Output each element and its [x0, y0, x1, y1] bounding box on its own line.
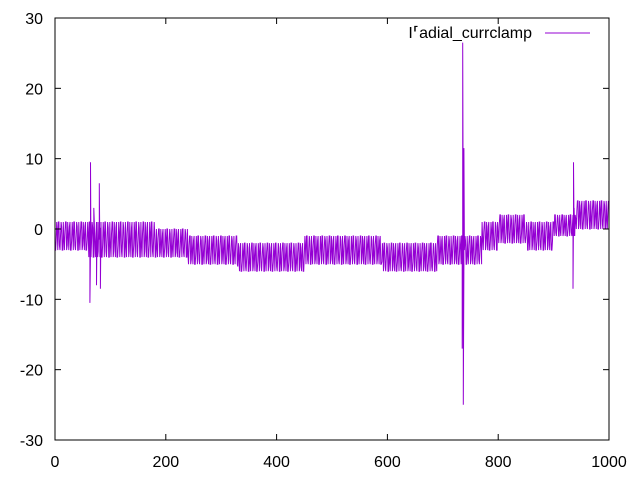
x-tick-label: 1000: [591, 454, 627, 471]
y-tick-label: 0: [34, 222, 43, 239]
ticks-layer: 0 200 400 600 800 1000 -30 -20 -10 0 10 20 30: [20, 11, 627, 471]
x-tick-label: 200: [152, 454, 179, 471]
x-tick-label: 400: [263, 454, 290, 471]
series-layer: [55, 42, 609, 405]
legend: I⸢adial_currclamp: [408, 25, 590, 42]
y-tick-label: -30: [20, 433, 43, 450]
y-tick-label: 30: [25, 11, 43, 28]
x-tick-label: 800: [485, 454, 512, 471]
series-line-radial-currclamp: [55, 42, 609, 405]
y-tick-label: -20: [20, 363, 43, 380]
legend-label-series: I⸢adial_currclamp: [408, 25, 532, 42]
x-tick-label: 0: [51, 454, 60, 471]
y-tick-label: -10: [20, 292, 43, 309]
x-tick-label: 600: [374, 454, 401, 471]
y-tick-label: 20: [25, 81, 43, 98]
y-tick-label: 10: [25, 152, 43, 169]
